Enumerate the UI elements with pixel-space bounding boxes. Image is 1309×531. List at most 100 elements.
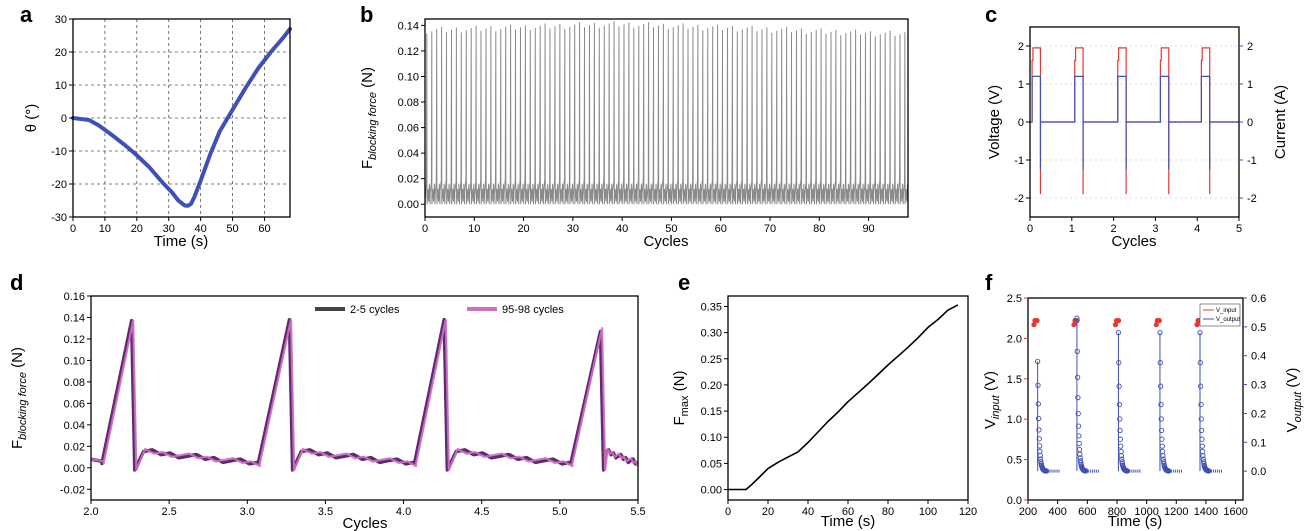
panel-a: a 0 10 20 30 40 50 60 -30 -20 -10 0 10 20 30 Time (s)… xyxy=(20,2,292,250)
x-tick-label-c: 4 xyxy=(1194,223,1200,235)
panel-f: f 200 400 600 800 1000 1200 1400 1600 0.0 0.5 1.0 1… xyxy=(982,270,1304,530)
voutput-point xyxy=(1198,416,1204,422)
y-tick-label-b: 0.12 xyxy=(398,46,419,58)
x-tick-label-c: 0 xyxy=(1027,223,1033,235)
voutput-point xyxy=(1036,427,1042,433)
x-tick-label-d: 4.5 xyxy=(474,506,489,518)
vinput-point xyxy=(1031,322,1037,328)
y-tick-label-a: 0 xyxy=(61,113,67,125)
plot-frame-f xyxy=(1027,297,1244,501)
y-tick-label-d: 0.02 xyxy=(64,441,85,453)
grid-a xyxy=(73,19,290,217)
x-tick-label-f: 400 xyxy=(1048,506,1066,518)
x-tick-label-e: 20 xyxy=(762,506,774,518)
x-tick-label-c: 1 xyxy=(1069,223,1075,235)
y-tick-label-f: 0.0 xyxy=(1007,495,1022,507)
y-tick-label-d: 0.06 xyxy=(64,398,85,410)
voutput-point xyxy=(1076,446,1083,453)
y-tick-label-f-right: 0.4 xyxy=(1251,351,1266,363)
voutput-point xyxy=(1076,440,1082,447)
voutput-point xyxy=(1034,358,1041,365)
voutput-point xyxy=(1038,458,1044,465)
plot-frame-d xyxy=(90,295,639,501)
y-label-main-b: F xyxy=(359,160,376,169)
x-tick-label-b: 40 xyxy=(616,223,628,235)
y-tick-label-f-right: 0.6 xyxy=(1251,293,1266,305)
y-tick-label-d: 0.04 xyxy=(64,420,85,432)
plot-frame-e xyxy=(727,295,969,501)
ticks-b: 0 10 20 30 40 50 60 70 80 90 0.00 0.02 0.04 0.06 0.08 0… xyxy=(398,20,875,235)
x-tick-label-d: 3.0 xyxy=(240,506,255,518)
y-axis-label-d: Fblocking force (N) xyxy=(9,347,29,449)
panel-b: b 0 10 20 30 40 50 60 70 80 90 0.00 0.02 0.04 0.06 0.0… xyxy=(359,2,909,250)
y-tick-label-e: 0.00 xyxy=(701,485,722,497)
vinput-point xyxy=(1071,322,1077,328)
x-tick-label-e: 120 xyxy=(959,506,977,518)
voutput-point xyxy=(1037,452,1043,459)
y-tick-label-c-right: -1 xyxy=(1247,155,1257,167)
x-axis-label-a: Time (s) xyxy=(154,233,208,250)
x-tick-label-e: 80 xyxy=(882,506,894,518)
legend-f: V_input V_output xyxy=(1199,303,1240,327)
plot-frame-b xyxy=(424,18,909,218)
series-line-a xyxy=(71,26,292,208)
series-line-d-2-5 xyxy=(90,317,639,472)
y-tick-label-f: 0.5 xyxy=(1007,455,1022,467)
voutput-point xyxy=(1116,360,1122,366)
voltage-line-c xyxy=(1030,47,1239,195)
ticks-a: 0 10 20 30 40 50 60 -30 -20 -10 0 10 20 30 xyxy=(51,14,271,235)
y-tick-label-e: 0.35 xyxy=(701,301,722,313)
legend-label-voutput: V_output xyxy=(1216,317,1240,323)
vinput-point xyxy=(1156,318,1162,324)
y-tick-label-f: 1.0 xyxy=(1007,414,1022,426)
x-tick-label-d: 5.5 xyxy=(630,506,645,518)
x-tick-label-d: 5.0 xyxy=(552,506,567,518)
voutput-point xyxy=(1074,374,1081,380)
y-label-sub-f: input xyxy=(990,394,1002,419)
y-axis-label-c: Voltage (V) xyxy=(986,85,1003,159)
voutput-point xyxy=(1036,443,1043,449)
y-tick-label-f-right: 0.5 xyxy=(1251,322,1266,334)
ticks-d: 2.0 2.5 3.0 3.5 4.0 4.5 5.0 5.5 -0.02 0.00 0.02 0.0… xyxy=(60,291,646,518)
y-tick-label-f-right: 0.0 xyxy=(1251,466,1266,478)
vinput-point xyxy=(1115,318,1122,324)
panel-label-f: f xyxy=(985,270,993,295)
x-tick-label-e: 60 xyxy=(842,506,854,518)
panel-e: e 0 20 40 60 80 100 120 0.00 0.05 0.10 0.15 0.20 0.2… xyxy=(671,270,977,530)
y-tick-label-f: 2.0 xyxy=(1007,333,1022,345)
y-label-main-f: V xyxy=(982,419,999,429)
x-axis-label-d: Cycles xyxy=(342,515,387,531)
y-tick-label-f-right: 0.1 xyxy=(1251,437,1266,449)
x-tick-label-b: 0 xyxy=(422,223,428,235)
x-tick-label-a: 50 xyxy=(226,223,238,235)
panel-label-c: c xyxy=(985,2,997,27)
voutput-point xyxy=(1199,448,1206,455)
voutput-point xyxy=(1037,448,1043,454)
x-tick-label-e: 100 xyxy=(919,506,937,518)
series-line-d-95-98 xyxy=(90,318,639,472)
voutput-point xyxy=(1075,410,1081,417)
y-label-main-e: F xyxy=(671,416,688,425)
x-tick-label-e: 40 xyxy=(802,506,814,518)
y-tick-label-d: 0.12 xyxy=(64,334,85,346)
x-axis-label-e: Time (s) xyxy=(821,513,875,530)
y-axis-label-right-f: Voutput (V) xyxy=(1284,368,1304,433)
voutput-point xyxy=(1118,443,1124,449)
voutput-point xyxy=(1117,427,1123,433)
ticks-c: 0 1 2 3 4 5 -2 -1 0 1 2 -2 -1 0 1 2 xyxy=(1014,41,1257,235)
x-tick-label-f: 1600 xyxy=(1223,506,1247,518)
y-label-unit-e: (N) xyxy=(671,371,688,396)
y-tick-label-c: 0 xyxy=(1018,117,1024,129)
x-tick-label-f: 1200 xyxy=(1164,506,1188,518)
y-label-right-unit-f: (V) xyxy=(1284,368,1301,392)
y-label-sub-d: blocking force xyxy=(17,372,29,440)
y-tick-label-b: 0.08 xyxy=(398,97,419,109)
y-tick-label-e: 0.20 xyxy=(701,380,722,392)
voutput-point xyxy=(1160,453,1166,459)
vinput-point xyxy=(1034,318,1040,324)
voutput-point xyxy=(1159,448,1166,455)
y-tick-label-b: 0.04 xyxy=(398,148,419,160)
x-tick-label-f: 800 xyxy=(1108,506,1126,518)
voutput-point xyxy=(1116,383,1122,389)
